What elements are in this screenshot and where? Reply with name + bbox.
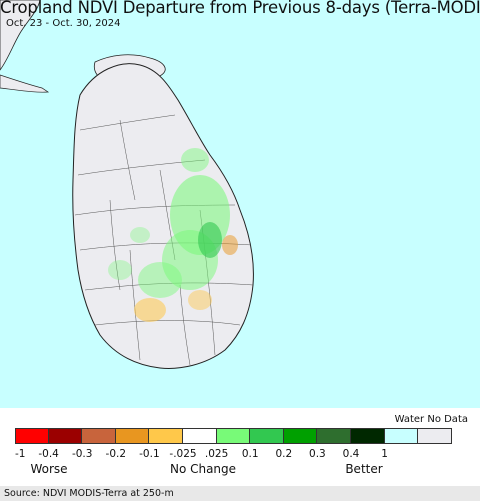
legend-swatch-plus-0-1 xyxy=(216,428,251,444)
legend-swatch-minus-0-4 xyxy=(48,428,83,444)
legend-swatch-minus-0-2 xyxy=(115,428,150,444)
legend-tick-label: 0.1 xyxy=(241,448,259,460)
ndvi-patches xyxy=(108,148,238,322)
legend-swatch-le-minus-1 xyxy=(15,428,49,444)
legend-swatch-no-data xyxy=(418,428,452,444)
legend-tick-label: .025 xyxy=(204,448,229,460)
legend-tick-label: -0.2 xyxy=(105,448,127,460)
legend-tick-label: -0.1 xyxy=(139,448,160,460)
date-range: Oct. 23 - Oct. 30, 2024 xyxy=(6,18,121,29)
legend-swatch-plus-0-3 xyxy=(283,428,318,444)
legend-no-change-label: No Change xyxy=(169,462,237,476)
legend-tick-label: 0.4 xyxy=(342,448,360,460)
legend-swatch-no-change xyxy=(182,428,217,444)
legend-tick-label: 0.3 xyxy=(309,448,326,460)
legend-worse-label: Worse xyxy=(30,462,68,476)
peninsula-spit xyxy=(0,74,50,93)
legend-swatch-plus-1 xyxy=(350,428,385,444)
sri-lanka-island xyxy=(72,63,254,369)
legend-swatch-plus-0-2 xyxy=(250,428,284,444)
legend-swatch-minus-0-3 xyxy=(82,428,116,444)
map-area[interactable] xyxy=(0,0,480,408)
legend-swatch-water xyxy=(384,428,419,444)
legend-swatch-minus-0-1 xyxy=(149,428,183,444)
legend-tick-label: -1 xyxy=(15,448,26,460)
legend-better-label: Better xyxy=(345,462,383,476)
legend-tick-label: 0.2 xyxy=(275,448,293,460)
map-canvas xyxy=(0,0,254,369)
legend-tick-label: -0.4 xyxy=(38,448,59,460)
legend-tick-label: -.025 xyxy=(169,448,197,460)
legend-tick-label: -0.3 xyxy=(71,448,93,460)
legend-header: Water No Data xyxy=(394,414,468,425)
legend-colorbar xyxy=(15,428,452,444)
india-coast xyxy=(0,0,41,71)
source-caption: Source: NDVI MODIS-Terra at 250-m xyxy=(0,486,480,501)
map-title: Cropland NDVI Departure from Previous 8-… xyxy=(0,0,480,17)
legend-swatch-plus-0-4 xyxy=(317,428,351,444)
legend-tick-label: 1 xyxy=(381,448,388,460)
